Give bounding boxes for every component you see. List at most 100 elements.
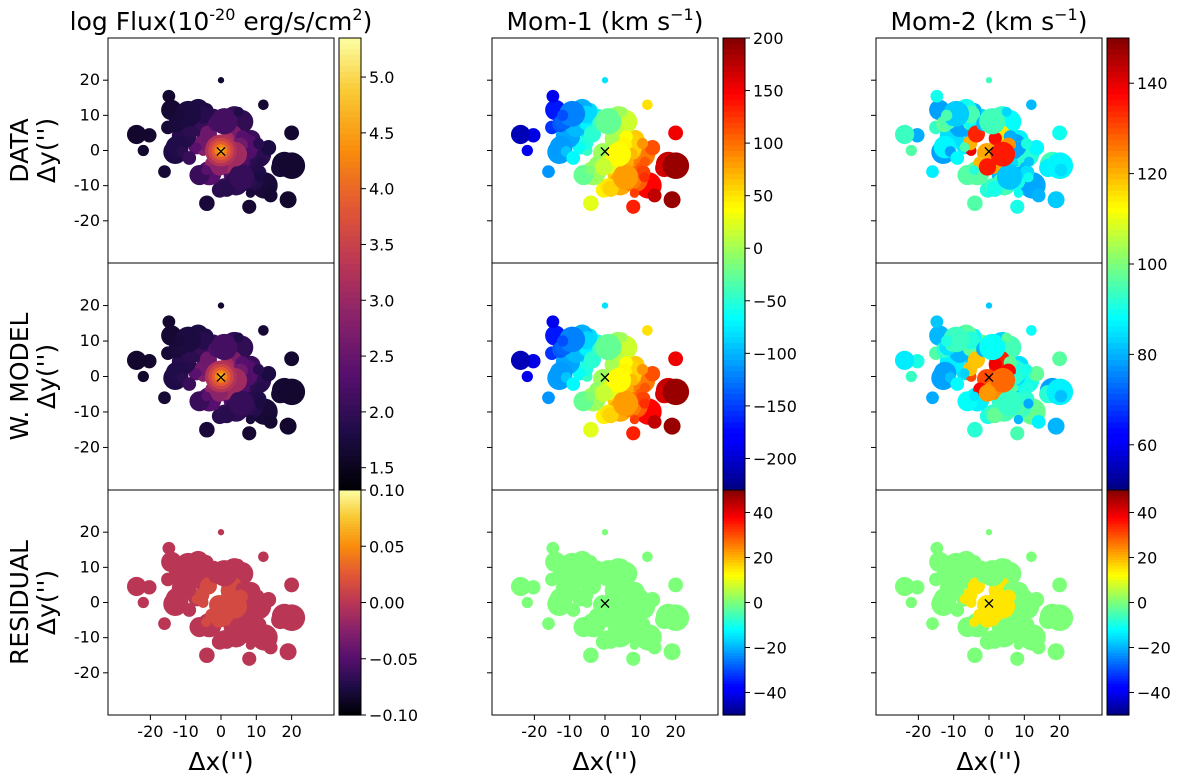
colorbar-segment (339, 695, 361, 699)
colorbar-segment (339, 610, 361, 615)
map-pixel-blob (559, 100, 586, 127)
colorbar-segment (339, 43, 361, 50)
map-pixel-blob (201, 617, 212, 627)
colorbar-segment (339, 83, 361, 90)
center-marker: × (214, 142, 227, 161)
colorbar-segment (339, 201, 361, 209)
colorbar-segment (1107, 625, 1129, 629)
map-pixel-blob (617, 558, 628, 569)
colorbar-segment (1107, 661, 1129, 665)
map-pixel-blob (217, 529, 225, 536)
colorbar-segment (339, 314, 361, 322)
colorbar-segment (1107, 574, 1129, 578)
y-tick-label: -20 (74, 211, 100, 230)
colorbar-segment (723, 382, 745, 389)
map-pixel-blob (602, 180, 619, 197)
colorbar-segment (339, 622, 361, 626)
colorbar-segment (1107, 348, 1129, 355)
colorbar-segment (723, 641, 745, 646)
colorbar-segment (339, 66, 361, 73)
colorbar-segment (1107, 509, 1129, 514)
colorbar-segment (339, 377, 361, 384)
colorbar-segment (1107, 512, 1129, 516)
colorbar-segment (1107, 560, 1129, 564)
map-pixel-blob (670, 615, 684, 629)
map-pixel-blob (260, 365, 277, 382)
map-pixel-blob (566, 151, 581, 165)
colorbar-segment (339, 179, 361, 186)
colorbar-segment (339, 703, 361, 708)
colorbar-segment (723, 610, 745, 615)
colorbar-segment (723, 574, 745, 578)
colorbar-segment (723, 664, 745, 668)
colorbar-segment (1107, 393, 1129, 401)
colorbar-segment (1107, 647, 1129, 651)
colorbar-segment (723, 94, 745, 101)
colorbar-segment (1107, 585, 1129, 590)
map-pixel-blob (626, 651, 641, 666)
colorbar-segment (339, 509, 361, 514)
panel-r0-c0: × (107, 37, 335, 264)
map-pixel-blob (606, 593, 632, 619)
map-pixel-blob (926, 391, 939, 405)
y-tick-label: 10 (80, 105, 100, 124)
colorbar-segment (1107, 235, 1129, 242)
column-title-0: log Flux(10-20 erg/s/cm2) (70, 5, 373, 36)
map-pixel-blob (521, 596, 533, 609)
colorbar-tick-label: −50 (753, 292, 787, 311)
map-pixel-blob (1023, 382, 1034, 393)
center-marker: × (214, 368, 227, 387)
map-pixel-blob (126, 350, 147, 370)
map-pixel-blob (1047, 191, 1065, 209)
map-pixel-blob (242, 199, 257, 214)
map-pixel-blob (668, 577, 684, 593)
colorbar-segment (1107, 655, 1129, 660)
map-pixel-blob (979, 333, 1006, 361)
colorbar-segment (723, 551, 745, 556)
colorbar-segment (339, 543, 361, 547)
colorbar-tick-label: −100 (753, 344, 797, 363)
colorbar-segment (1107, 484, 1129, 491)
map-pixel-blob (894, 350, 915, 370)
x-tick-label: 0 (984, 722, 994, 741)
map-pixel-blob (663, 417, 681, 435)
colorbar-segment (1107, 167, 1129, 175)
map-pixel-blob (1020, 363, 1033, 376)
colorbar-segment (723, 526, 745, 530)
center-marker: × (982, 142, 995, 161)
map-pixel-blob (191, 594, 202, 605)
colorbar-tick-label: 0.05 (369, 537, 405, 556)
colorbar-segment (339, 388, 361, 395)
colorbar-segment (339, 535, 361, 539)
colorbar-segment (1107, 498, 1129, 502)
map-pixel-blob (1054, 615, 1068, 629)
colorbar-segment (723, 235, 745, 242)
colorbar-segment (1107, 326, 1129, 333)
colorbar-segment (1107, 83, 1129, 90)
colorbar-segment (1107, 230, 1129, 237)
colorbar-segment (1107, 594, 1129, 598)
x-axis-label: Δx('') (956, 747, 1021, 776)
map-pixel-blob (639, 398, 650, 409)
map-pixel-blob (162, 315, 176, 329)
map-pixel-blob (943, 552, 970, 579)
colorbar-segment (1107, 523, 1129, 528)
map-pixel-blob (1047, 643, 1065, 661)
colorbar-segment (339, 540, 361, 545)
map-pixel-blob (988, 357, 1002, 371)
colorbar-segment (723, 286, 745, 293)
map-pixel-blob (979, 108, 1006, 135)
flux-core (217, 373, 225, 380)
colorbar-tick-label: 20 (1137, 549, 1157, 568)
map-pixel-blob (986, 180, 1003, 197)
map-pixel-blob (575, 142, 586, 153)
map-pixel-blob (263, 414, 278, 429)
colorbar-segment (339, 546, 361, 550)
colorbar-segment (1107, 692, 1129, 696)
colorbar-segment (339, 241, 361, 248)
colorbar-segment (723, 309, 745, 316)
map-pixel-blob (255, 608, 266, 619)
map-pixel-blob (594, 384, 613, 402)
colorbar-tick-label: 3.0 (369, 291, 394, 310)
colorbar-segment (1107, 653, 1129, 657)
